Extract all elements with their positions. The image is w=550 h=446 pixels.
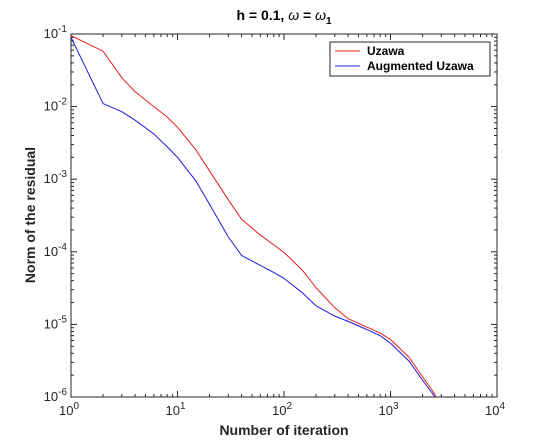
legend-label-uzawa: Uzawa: [367, 44, 405, 58]
chart-title: h = 0.1, ω = ω1: [236, 7, 332, 27]
y-tick-label: 10-3: [44, 169, 68, 186]
legend-label-augmented-uzawa: Augmented Uzawa: [367, 59, 474, 73]
x-tick-label: 100: [59, 401, 79, 418]
y-axis-label: Norm of the residual: [22, 147, 38, 283]
axis-tick-labels: 100 101 102 103 104 10-6 10-5 10-4 10-3 10-2 10-1: [44, 24, 506, 418]
x-tick-label: 101: [165, 401, 185, 418]
x-tick-label: 103: [378, 401, 398, 418]
series-lines: [71, 35, 437, 397]
x-tick-label: 102: [272, 401, 292, 418]
y-tick-label: 10-2: [44, 97, 68, 114]
series-line-augmented-uzawa: [71, 37, 436, 397]
axis-ticks: [70, 33, 498, 398]
y-tick-label: 10-1: [44, 24, 68, 41]
y-tick-label: 10-4: [44, 242, 68, 259]
y-tick-label: 10-6: [44, 387, 68, 404]
legend-box: [329, 41, 491, 77]
legend: Uzawa Augmented Uzawa: [329, 41, 491, 77]
series-line-uzawa: [71, 35, 437, 397]
x-tick-label: 104: [485, 401, 505, 418]
y-tick-label: 10-5: [44, 314, 68, 331]
plot-area: [70, 33, 498, 398]
x-axis-label: Number of iteration: [219, 422, 348, 438]
